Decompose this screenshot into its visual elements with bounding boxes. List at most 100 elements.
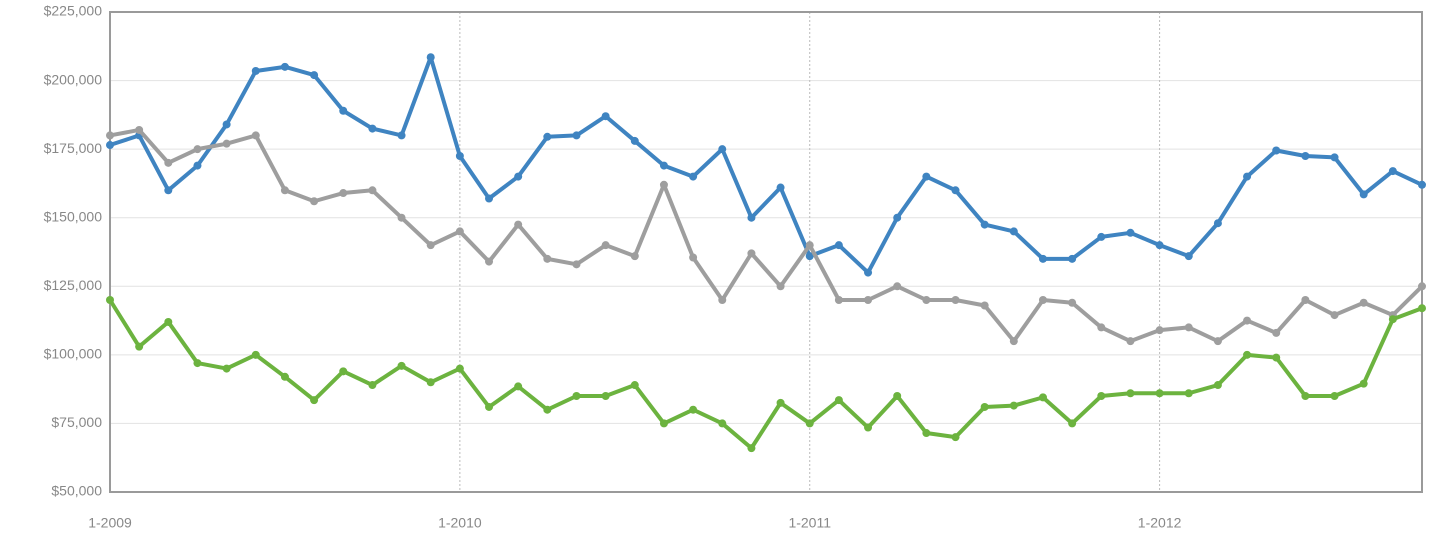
- data-point: [1243, 350, 1252, 359]
- data-point: [455, 227, 464, 236]
- data-point: [1301, 296, 1310, 304]
- data-point: [485, 194, 494, 203]
- data-point: [1155, 389, 1164, 398]
- data-point: [689, 253, 698, 262]
- data-point: [310, 197, 319, 206]
- data-point: [280, 62, 289, 71]
- data-point: [1126, 228, 1135, 237]
- data-point: [426, 378, 435, 387]
- data-point: [397, 131, 406, 140]
- data-point: [689, 172, 698, 181]
- data-point: [893, 213, 902, 222]
- y-tick-label: $225,000: [44, 3, 103, 19]
- data-point: [368, 381, 377, 390]
- data-point: [106, 141, 114, 150]
- data-point: [1038, 393, 1047, 402]
- data-point: [280, 372, 289, 381]
- data-point: [659, 161, 668, 170]
- data-point: [980, 301, 989, 310]
- data-point: [659, 419, 668, 428]
- data-point: [922, 172, 931, 181]
- data-point: [251, 131, 260, 140]
- data-point: [368, 186, 377, 195]
- data-point: [135, 342, 144, 351]
- data-point: [718, 296, 727, 304]
- data-point: [164, 158, 173, 167]
- data-point: [426, 53, 435, 62]
- data-point: [630, 136, 639, 145]
- series-line: [109, 127, 1424, 344]
- data-point: [1097, 232, 1106, 241]
- data-point: [193, 359, 202, 368]
- data-point: [251, 350, 260, 359]
- data-point: [1388, 315, 1397, 324]
- data-point: [1155, 241, 1164, 250]
- data-point: [1359, 190, 1368, 199]
- y-tick-label: $50,000: [51, 483, 102, 499]
- data-point: [1097, 392, 1106, 400]
- data-point: [543, 254, 552, 263]
- data-point: [864, 268, 873, 277]
- data-point: [805, 252, 814, 261]
- data-point: [572, 260, 581, 269]
- data-point: [106, 131, 114, 140]
- data-point: [864, 423, 873, 432]
- data-point: [1213, 381, 1222, 390]
- data-point: [164, 186, 173, 195]
- data-point: [222, 139, 231, 148]
- y-tick-label: $150,000: [44, 208, 103, 224]
- data-point: [951, 433, 960, 442]
- data-point: [1213, 337, 1222, 346]
- data-point: [1126, 337, 1135, 346]
- data-point: [397, 213, 406, 222]
- data-point: [310, 396, 319, 405]
- data-point: [514, 172, 523, 181]
- data-point: [630, 252, 639, 261]
- y-tick-label: $125,000: [44, 277, 103, 293]
- data-point: [222, 120, 231, 129]
- data-point: [1330, 311, 1339, 320]
- data-point: [193, 161, 202, 170]
- data-point: [1038, 254, 1047, 263]
- data-point: [572, 131, 581, 140]
- data-point: [1388, 167, 1397, 176]
- data-point: [135, 125, 144, 134]
- data-point: [1301, 152, 1310, 160]
- data-point: [1418, 180, 1426, 189]
- data-point: [106, 296, 114, 304]
- data-point: [1330, 153, 1339, 162]
- data-point: [980, 402, 989, 411]
- data-point: [922, 429, 931, 438]
- data-point: [1068, 298, 1077, 307]
- data-point: [339, 189, 348, 198]
- data-point: [455, 364, 464, 373]
- data-point: [339, 106, 348, 115]
- data-point: [776, 282, 785, 291]
- data-point: [514, 220, 523, 229]
- data-point: [1009, 337, 1018, 346]
- y-tick-label: $75,000: [51, 414, 102, 430]
- data-point: [1418, 282, 1426, 291]
- data-point: [455, 152, 464, 160]
- data-point: [659, 180, 668, 189]
- data-point: [834, 241, 843, 250]
- data-point: [1068, 254, 1077, 263]
- data-point: [630, 381, 639, 390]
- data-point: [601, 241, 610, 250]
- data-point: [805, 419, 814, 428]
- data-point: [805, 241, 814, 250]
- data-point: [543, 405, 552, 414]
- x-tick-label: 1-2010: [438, 515, 482, 531]
- data-point: [922, 296, 931, 304]
- data-point: [251, 66, 260, 75]
- data-point: [222, 364, 231, 373]
- data-point: [1184, 252, 1193, 261]
- data-point: [426, 241, 435, 250]
- x-tick-label: 1-2009: [88, 515, 132, 531]
- data-point: [1359, 379, 1368, 388]
- data-point: [747, 249, 756, 258]
- data-point: [485, 257, 494, 266]
- series-line: [108, 298, 1423, 451]
